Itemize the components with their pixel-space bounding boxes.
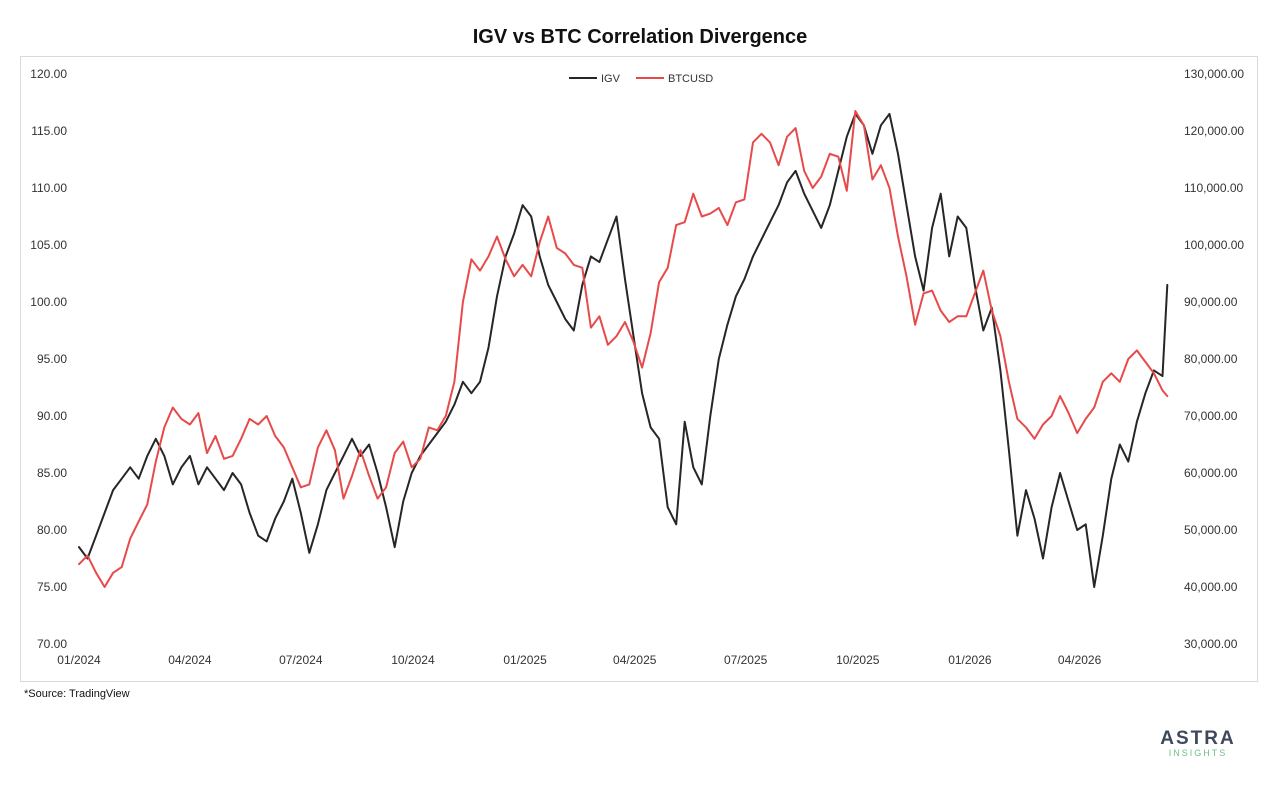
- y-right-tick-label: 110,000.00: [1184, 181, 1243, 195]
- y-right-tick-label: 70,000.00: [1184, 409, 1238, 423]
- source-note: *Source: TradingView: [24, 688, 130, 700]
- y-axis-right: 30,000.00 40,000.00 50,000.00 60,000.00 70,0…: [1184, 67, 1244, 651]
- x-tick-label: 01/2026: [948, 653, 992, 667]
- y-axis-left: 70.00 75.00 80.00 85.00 90.00 95.00 100.00 105.…: [30, 67, 67, 651]
- x-tick-label: 04/2025: [613, 653, 657, 667]
- chart-frame: IGV BTCUSD 70.00 75.00 80.00 85.00 90.00 95.00…: [20, 56, 1258, 682]
- y-left-tick-label: 120.00: [30, 67, 67, 81]
- y-left-tick-label: 85.00: [37, 466, 67, 480]
- y-left-tick-label: 75.00: [37, 580, 67, 594]
- x-tick-label: 07/2024: [279, 653, 323, 667]
- y-right-tick-label: 90,000.00: [1184, 295, 1238, 309]
- y-left-tick-label: 90.00: [37, 409, 67, 423]
- y-left-tick-label: 110.00: [31, 181, 67, 195]
- logo-text: ASTRA: [1160, 728, 1236, 749]
- y-left-tick-label: 70.00: [37, 637, 67, 651]
- y-right-tick-label: 50,000.00: [1184, 523, 1238, 537]
- y-right-tick-label: 120,000.00: [1184, 124, 1244, 138]
- series-lines: [78, 110, 1169, 588]
- x-tick-label: 04/2026: [1058, 653, 1102, 667]
- y-right-tick-label: 130,000.00: [1184, 67, 1244, 81]
- y-right-tick-label: 80,000.00: [1184, 352, 1238, 366]
- y-left-tick-label: 100.00: [30, 295, 67, 309]
- chart-svg: IGV BTCUSD 70.00 75.00 80.00 85.00 90.00 95.00…: [30, 67, 1244, 667]
- legend: IGV BTCUSD: [569, 73, 713, 85]
- logo-subtext: INSIGHTS: [1168, 748, 1228, 758]
- y-right-tick-label: 40,000.00: [1184, 580, 1238, 594]
- legend-label-btcusd: BTCUSD: [668, 73, 713, 85]
- x-axis: 01/2024 04/2024 07/2024 10/2024 01/2025 04/20…: [57, 653, 1101, 667]
- y-left-tick-label: 105.00: [30, 238, 67, 252]
- legend-label-igv: IGV: [601, 73, 621, 85]
- y-right-tick-label: 30,000.00: [1184, 637, 1238, 651]
- y-left-tick-label: 115.00: [31, 124, 67, 138]
- astra-insights-logo: ASTRA INSIGHTS: [1158, 728, 1238, 758]
- series-line-btcusd: [78, 110, 1169, 588]
- chart-title: IGV vs BTC Correlation Divergence: [472, 26, 808, 48]
- x-tick-label: 07/2025: [724, 653, 768, 667]
- y-left-tick-label: 80.00: [37, 523, 67, 537]
- x-tick-label: 10/2025: [836, 653, 880, 667]
- x-tick-label: 10/2024: [391, 653, 435, 667]
- y-right-tick-label: 100,000.00: [1184, 238, 1244, 252]
- y-left-tick-label: 95.00: [37, 352, 67, 366]
- y-right-tick-label: 60,000.00: [1184, 466, 1238, 480]
- x-tick-label: 04/2024: [168, 653, 212, 667]
- x-tick-label: 01/2025: [503, 653, 547, 667]
- series-line-igv: [78, 112, 1169, 588]
- x-tick-label: 01/2024: [57, 653, 101, 667]
